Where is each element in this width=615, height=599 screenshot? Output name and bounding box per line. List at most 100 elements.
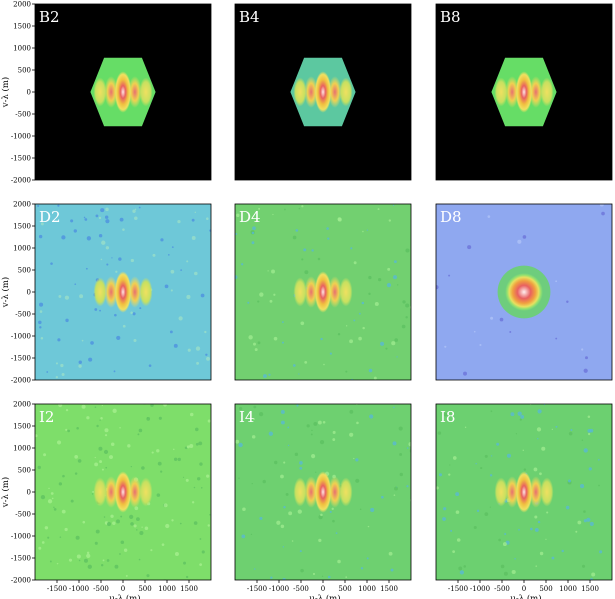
texture-speck	[220, 470, 222, 472]
texture-speck	[369, 414, 374, 419]
texture-speck	[598, 484, 600, 487]
texture-speck	[292, 364, 296, 367]
texture-speck	[188, 398, 191, 401]
texture-speck	[133, 524, 137, 528]
texture-speck	[295, 384, 296, 385]
texture-speck	[106, 559, 110, 562]
panel-d2: D2 2000 1500 1000 500 0 -500 -1000 -1500 -2000 v-λ…	[0, 185, 233, 390]
texture-speck	[35, 198, 39, 202]
texture-speck	[259, 516, 263, 521]
texture-speck	[217, 535, 221, 539]
texture-speck	[214, 367, 216, 369]
texture-speck	[399, 472, 403, 477]
side-lobe	[93, 477, 107, 507]
texture-speck	[276, 520, 281, 525]
texture-speck	[15, 385, 17, 387]
texture-speck	[378, 384, 382, 388]
texture-speck	[40, 494, 46, 500]
texture-speck	[209, 513, 211, 516]
texture-speck	[101, 395, 103, 397]
texture-speck	[161, 543, 165, 546]
texture-speck	[410, 371, 411, 373]
texture-speck	[391, 341, 396, 346]
texture-speck	[291, 540, 294, 542]
texture-speck	[185, 478, 189, 482]
texture-speck	[332, 519, 335, 523]
texture-speck	[171, 519, 174, 522]
texture-speck	[23, 545, 27, 549]
texture-speck	[427, 274, 428, 275]
side-lobe	[494, 77, 508, 107]
texture-speck	[221, 506, 223, 508]
texture-speck	[163, 503, 168, 508]
texture-speck	[268, 431, 274, 436]
texture-speck	[583, 519, 587, 523]
y-tick-label: 0	[27, 89, 31, 97]
texture-speck	[349, 339, 354, 344]
texture-speck	[323, 363, 325, 366]
texture-speck	[193, 521, 198, 525]
x-tick-label: 0	[522, 585, 526, 593]
y-tick-label: 500	[18, 67, 31, 75]
texture-speck	[417, 278, 421, 282]
texture-speck	[428, 271, 429, 272]
texture-speck	[219, 511, 222, 514]
texture-speck	[231, 568, 233, 570]
texture-speck	[19, 185, 22, 188]
inner-lobe	[304, 76, 318, 108]
panel-frame	[234, 403, 412, 581]
texture-speck	[514, 557, 516, 560]
panel-frame	[34, 203, 212, 381]
texture-speck	[82, 520, 86, 524]
texture-speck	[414, 413, 416, 415]
texture-speck	[263, 194, 267, 198]
texture-speck	[137, 433, 140, 436]
texture-speck	[98, 234, 103, 238]
texture-speck	[242, 383, 245, 386]
texture-speck	[199, 563, 203, 567]
texture-speck	[443, 412, 448, 417]
inner-lobe	[505, 76, 519, 108]
texture-speck	[183, 593, 187, 597]
texture-speck	[217, 185, 219, 187]
texture-speck	[14, 341, 17, 344]
panel-image	[418, 200, 612, 395]
texture-speck	[247, 301, 250, 304]
texture-speck	[283, 505, 286, 509]
x-tick-label: -500	[494, 585, 510, 593]
texture-speck	[195, 346, 201, 351]
texture-speck	[225, 594, 229, 598]
texture-speck	[517, 411, 522, 416]
texture-speck	[456, 538, 461, 542]
texture-speck	[362, 230, 364, 233]
y-tick-label: 2000	[13, 401, 31, 409]
texture-speck	[418, 321, 422, 325]
texture-speck	[103, 449, 109, 455]
texture-speck	[229, 363, 233, 367]
texture-speck	[74, 593, 76, 595]
x-tick-label: -1000	[470, 585, 490, 593]
texture-speck	[119, 217, 124, 222]
texture-speck	[432, 253, 434, 255]
texture-speck	[99, 460, 103, 464]
x-tick-label: -1000	[69, 585, 89, 593]
side-lobe	[93, 77, 107, 107]
texture-speck	[294, 452, 299, 457]
texture-speck	[440, 391, 444, 395]
texture-speck	[263, 374, 267, 378]
texture-speck	[283, 461, 286, 464]
texture-speck	[191, 501, 195, 504]
texture-speck	[405, 303, 410, 308]
texture-speck	[509, 330, 512, 333]
texture-speck	[105, 466, 108, 469]
y-tick-label: -1000	[11, 333, 31, 341]
texture-speck	[412, 461, 414, 463]
y-tick-label: 0	[27, 489, 31, 497]
texture-speck	[156, 493, 161, 497]
texture-speck	[83, 596, 85, 598]
texture-speck	[178, 388, 180, 390]
texture-speck	[95, 529, 100, 534]
texture-speck	[220, 392, 221, 393]
texture-speck	[57, 204, 60, 207]
texture-speck	[561, 200, 564, 203]
